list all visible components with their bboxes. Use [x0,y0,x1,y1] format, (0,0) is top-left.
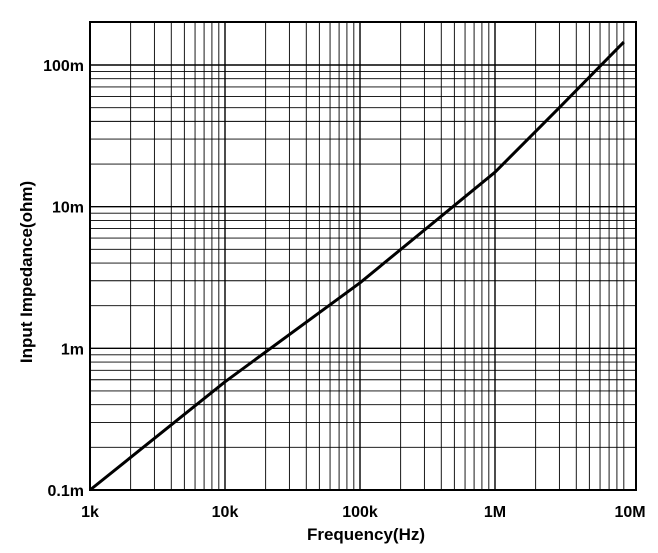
y-tick-label: 10m [52,200,84,217]
y-tick-label: 1m [61,341,84,358]
x-tick-label: 10M [614,504,645,521]
x-tick-label: 1M [484,504,506,521]
series-line [89,41,625,492]
y-tick-labels: 0.1m 1m 10m 100m [43,58,84,500]
plot-background [90,22,636,490]
y-tick-label: 100m [43,58,84,75]
y-axis-title: Input Impedance(ohm) [17,181,36,363]
series-lines [89,41,625,492]
x-tick-label: 1k [81,504,99,521]
y-tick-label: 0.1m [48,483,84,500]
plot-frame [89,21,637,491]
x-tick-label: 10k [212,504,239,521]
x-tick-label: 100k [342,504,378,521]
x-axis-title: Frequency(Hz) [307,525,425,544]
x-tick-labels: 1k 10k 100k 1M 10M [81,504,645,521]
grid-lines [90,21,636,490]
